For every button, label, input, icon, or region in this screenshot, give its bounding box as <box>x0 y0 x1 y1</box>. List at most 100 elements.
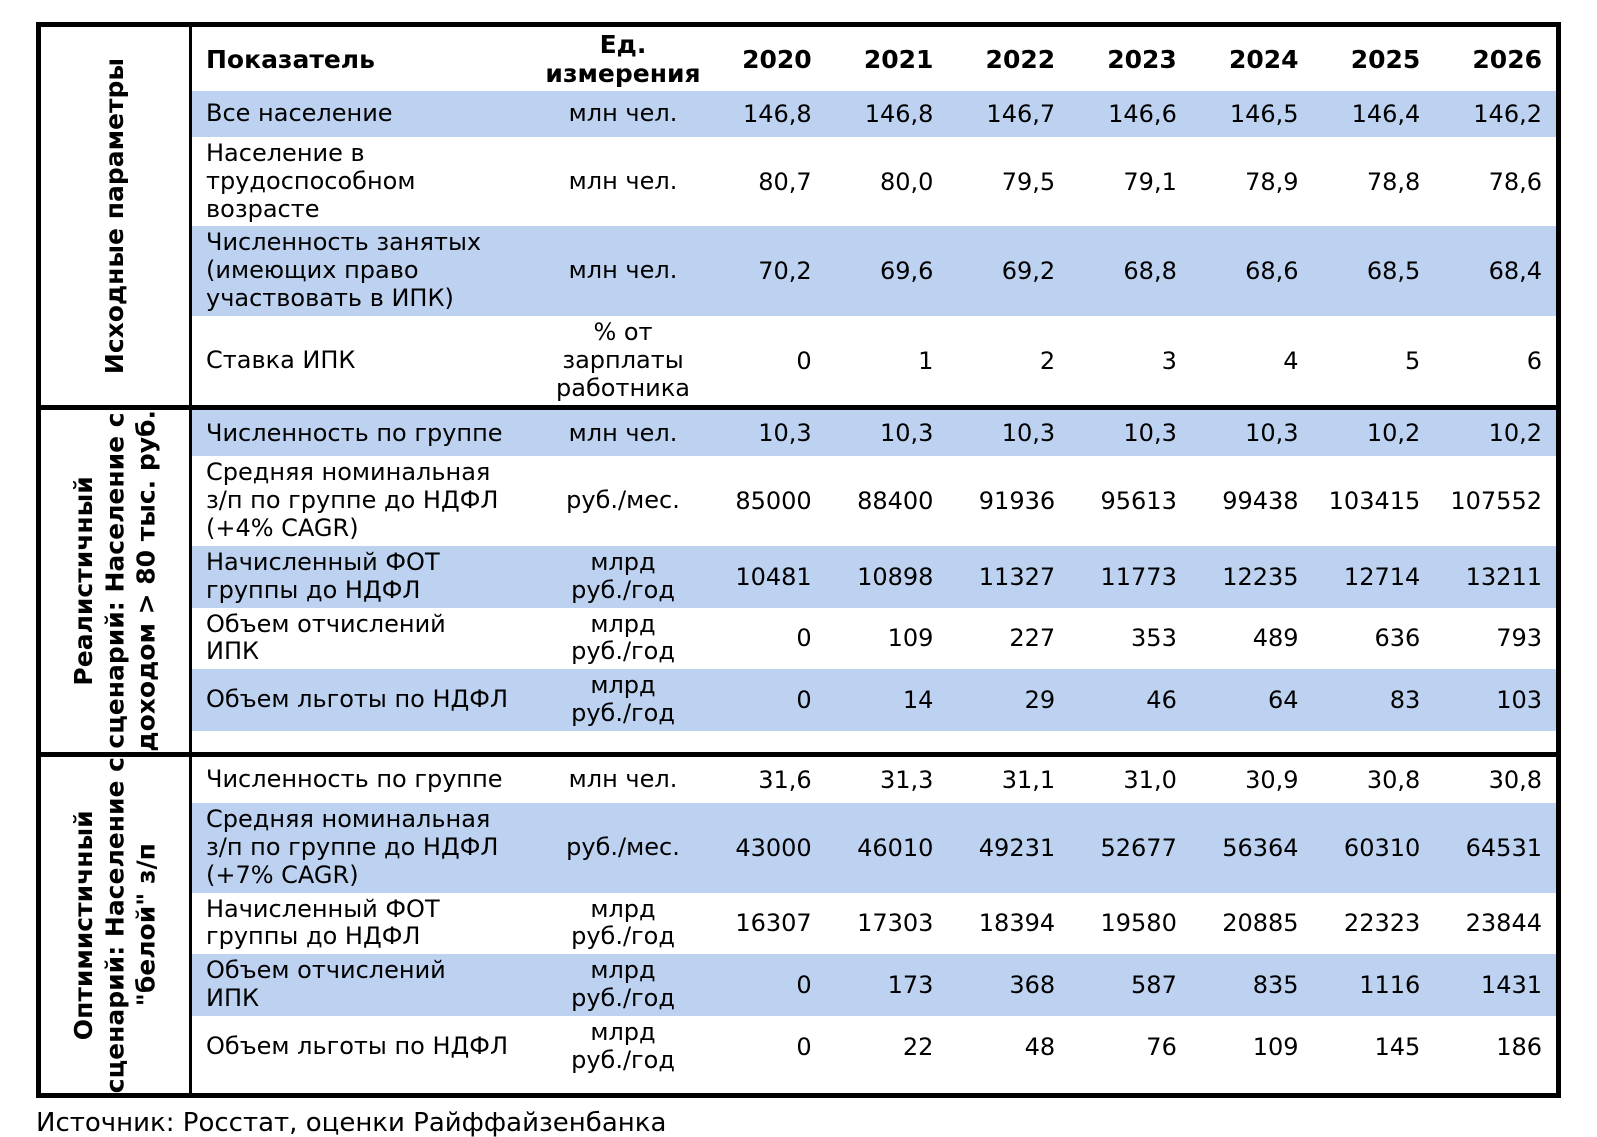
row-value: 85000 <box>735 487 812 516</box>
row-value: 29 <box>1024 686 1056 715</box>
row-value: 5 <box>1405 346 1421 375</box>
text-line: руб./год <box>571 699 675 728</box>
row-value: 68,6 <box>1245 257 1299 286</box>
row-value: 69,2 <box>1001 257 1056 286</box>
header-year: 2025 <box>1350 44 1421 74</box>
text-line: руб./год <box>571 1045 675 1074</box>
row-value: 19580 <box>1100 909 1177 938</box>
text-line: руб./мес. <box>566 832 680 861</box>
text-line: млн чел. <box>568 765 678 794</box>
text-line: возрасте <box>206 194 320 223</box>
text-line: участвовать в ИПК) <box>206 284 454 313</box>
row-value: 22323 <box>1343 909 1421 938</box>
text-line: млн чел. <box>568 166 678 195</box>
row-value: 489 <box>1252 624 1299 653</box>
text-line: руб./год <box>571 984 675 1012</box>
text-line: % от <box>593 317 653 346</box>
row-indicator: Все население <box>192 99 542 128</box>
table-row: Средняя номинальная з/п по группе до НДФЛ… <box>192 456 1556 545</box>
section-band: Оптимистичный сценарий: Население с "белой… <box>41 752 1556 1094</box>
row-value: 0 <box>796 971 812 999</box>
row-value: 64531 <box>1465 833 1542 862</box>
text-line: млрд <box>590 956 656 985</box>
row-value: 10,3 <box>879 419 934 448</box>
row-value: 146,8 <box>742 100 812 128</box>
text-line: Начисленный ФОТ <box>206 894 440 923</box>
header-unit: Ед. измерения <box>542 30 704 88</box>
row-value: 173 <box>887 971 934 999</box>
section-label: Реалистичный сценарий: Население с доходом… <box>68 410 162 752</box>
text-line: сценарий: Население с <box>100 757 130 1094</box>
row-value: 0 <box>796 1032 812 1061</box>
row-value: 16307 <box>735 909 812 938</box>
row-value: 10,3 <box>1123 419 1177 448</box>
row-unit: млрд руб./год <box>542 609 704 667</box>
row-value: 107552 <box>1450 487 1542 516</box>
row-value: 30,8 <box>1488 766 1542 795</box>
text-line: млн чел. <box>568 99 678 128</box>
table-row: Численность по группе млн чел. 10,3 10,3 10,… <box>192 410 1556 457</box>
text-line: Ед. <box>599 30 647 59</box>
row-indicator: Численность по группе <box>192 419 542 448</box>
row-value: 0 <box>796 686 812 715</box>
row-value: 1 <box>918 346 934 375</box>
table-row: Численность занятых (имеющих право участво… <box>192 226 1556 316</box>
text-line: Ставка ИПК <box>206 345 356 374</box>
row-indicator: Средняя номинальная з/п по группе до НДФЛ… <box>192 459 542 542</box>
row-indicator: Объем льготы по НДФЛ <box>192 1032 542 1061</box>
text-line: млрд <box>590 894 656 923</box>
section-band: Реалистичный сценарий: Население с доходом… <box>41 405 1556 753</box>
row-value: 68,8 <box>1123 257 1177 286</box>
row-value: 12714 <box>1343 562 1421 591</box>
row-value: 587 <box>1131 971 1177 999</box>
row-unit: млрд руб./год <box>542 1018 704 1075</box>
row-value: 10,2 <box>1366 419 1421 448</box>
row-value: 835 <box>1252 971 1299 999</box>
row-value: 10,2 <box>1488 419 1542 448</box>
row-value: 109 <box>887 624 934 653</box>
text-line: трудоспособном <box>206 166 416 195</box>
row-value: 69,6 <box>879 257 934 286</box>
row-unit: руб./мес. <box>542 832 704 862</box>
row-value: 636 <box>1374 624 1421 653</box>
table-header-row: Показатель Ед. измерения 2020 2021 2022 2023 20… <box>192 27 1556 91</box>
row-value: 10898 <box>857 562 934 591</box>
row-value: 6 <box>1526 346 1542 375</box>
row-value: 793 <box>1496 624 1542 653</box>
row-value: 10,3 <box>758 419 812 448</box>
section-rows: Показатель Ед. измерения 2020 2021 2022 2023 20… <box>192 27 1556 405</box>
text-line: измерения <box>545 59 701 88</box>
text-line: ИПК <box>206 637 260 666</box>
table-row: Средняя номинальная з/п по группе до НДФЛ… <box>192 803 1556 893</box>
row-value: 56364 <box>1222 833 1299 862</box>
text-line: Реалистичный <box>69 476 99 686</box>
header-year: 2024 <box>1228 44 1299 74</box>
row-value: 78,8 <box>1366 167 1421 196</box>
text-line: млрд <box>590 671 656 700</box>
row-value: 31,3 <box>879 766 934 795</box>
text-line: млрд <box>590 609 656 638</box>
row-value: 20885 <box>1222 909 1299 938</box>
section-label-cell: Исходные параметры <box>41 27 192 406</box>
row-value: 68,4 <box>1488 257 1542 286</box>
table-row: Объем льготы по НДФЛ млрд руб./год 0 14 29 46 6… <box>192 669 1556 731</box>
row-value: 91936 <box>978 487 1056 516</box>
row-value: 99438 <box>1222 487 1299 516</box>
text-line: "белой" з/п <box>131 843 161 1007</box>
text-line: доходом > 80 тыс. руб. <box>131 410 161 753</box>
row-value: 11327 <box>978 562 1056 591</box>
row-indicator: Начисленный ФОТ группы до НДФЛ <box>192 894 542 952</box>
row-value: 31,6 <box>758 766 812 795</box>
row-unit: млн чел. <box>542 166 704 196</box>
text-line: (+4% CAGR) <box>206 514 359 543</box>
header-year: 2020 <box>742 44 812 74</box>
text-line: руб./год <box>571 922 675 951</box>
header-indicator: Показатель <box>206 44 375 74</box>
row-indicator: Начисленный ФОТ группы до НДФЛ <box>192 548 542 605</box>
row-value: 49231 <box>978 833 1056 862</box>
section-label-cell: Реалистичный сценарий: Население с доходом… <box>41 410 192 753</box>
row-value: 109 <box>1252 1032 1299 1061</box>
row-value: 11773 <box>1100 562 1177 591</box>
section-band: Исходные параметры Показатель Ед. измерения… <box>41 27 1556 406</box>
row-unit: млрд руб./год <box>542 548 704 605</box>
